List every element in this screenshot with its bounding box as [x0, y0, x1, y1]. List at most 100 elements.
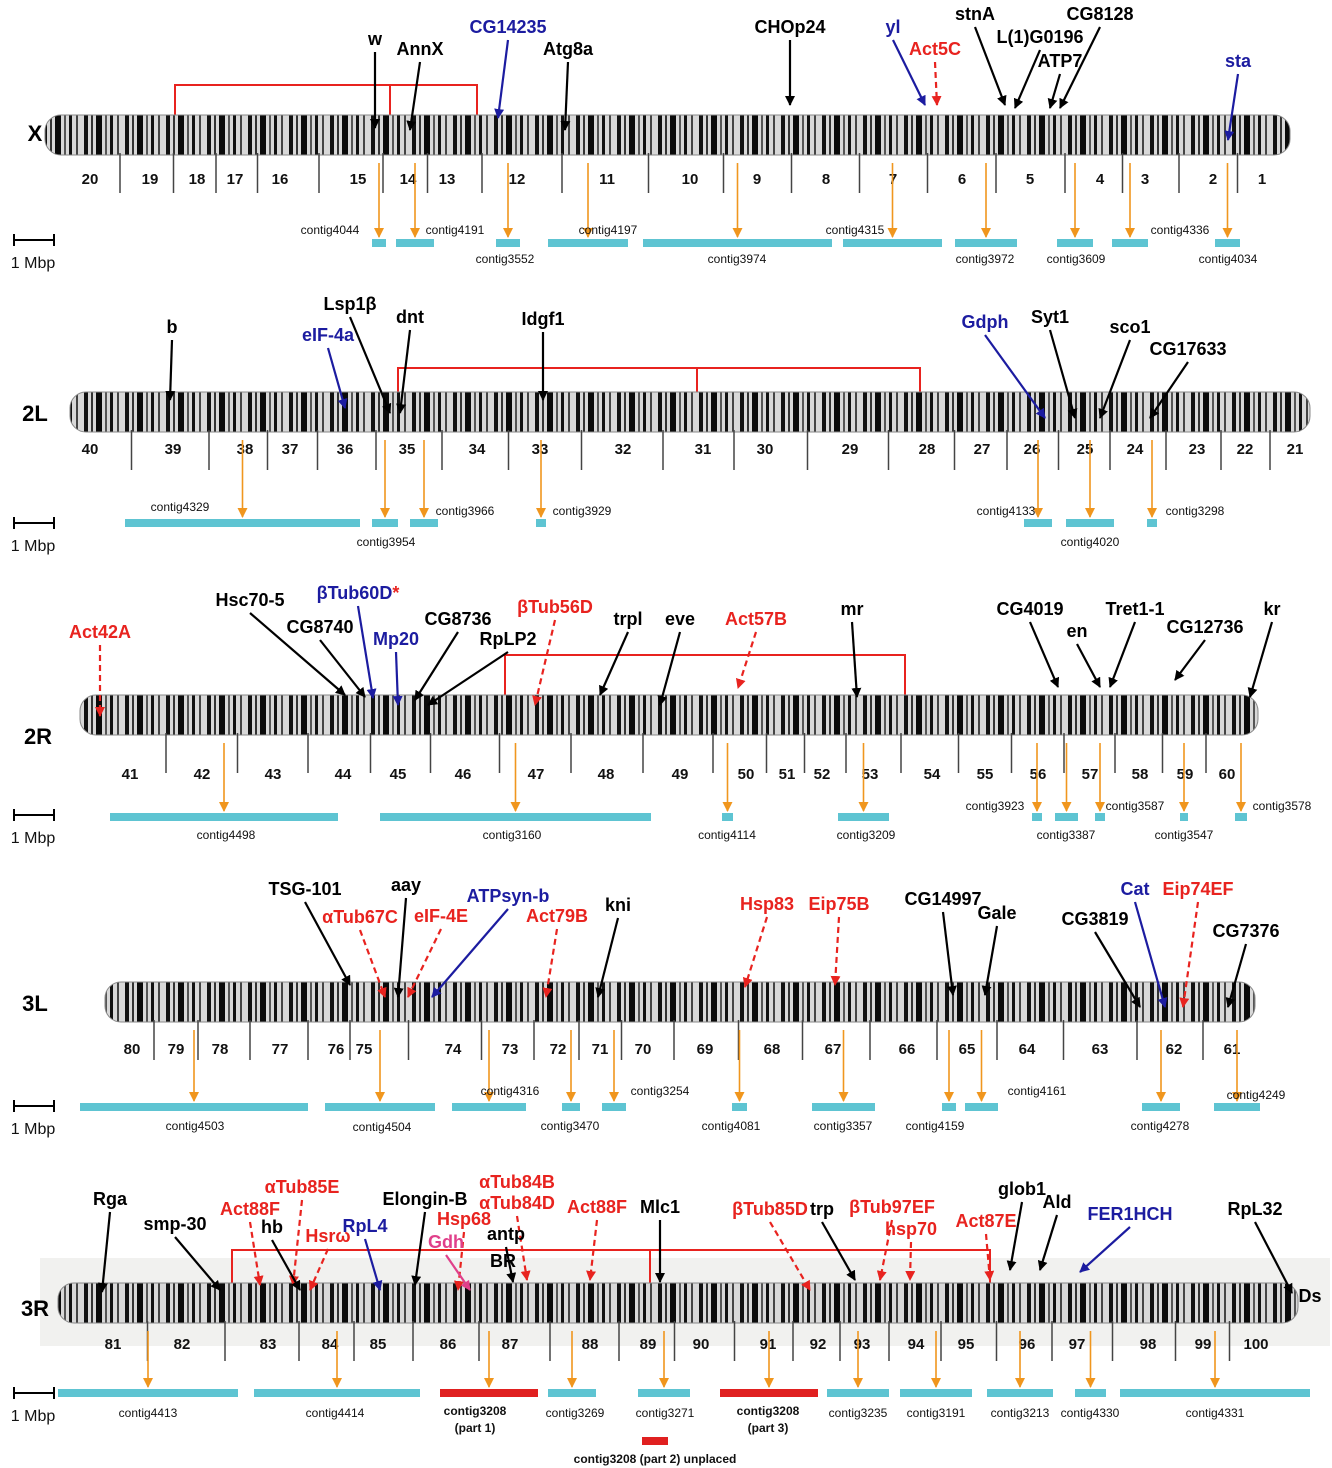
gene-arrow	[97, 1211, 112, 1293]
division-number: 89	[640, 1336, 657, 1353]
division-number: 49	[672, 766, 689, 783]
gene-label: smp-30	[143, 1214, 206, 1234]
gene-label: Tret1-1	[1105, 599, 1164, 619]
division-number: 27	[974, 441, 991, 458]
contig-label: contig3269	[546, 1406, 605, 1420]
gene-name: Lsp1β	[324, 294, 377, 314]
gene-label: Hsp68	[437, 1209, 491, 1229]
contig-bar	[58, 1389, 238, 1397]
gene-label: trp	[810, 1199, 834, 1219]
gene-name: RpL32	[1227, 1199, 1282, 1219]
gene-label: CG14997	[904, 889, 981, 909]
gene-arrow	[1133, 901, 1168, 1008]
gene-arrow	[821, 1221, 856, 1281]
gene-arrow	[1013, 49, 1042, 109]
gene-label: hb	[261, 1217, 283, 1237]
gene-label: AnnX	[397, 39, 444, 59]
division-number: 81	[105, 1336, 122, 1353]
chromosome	[57, 1282, 1299, 1324]
division-number: 61	[1224, 1041, 1241, 1058]
gene-name: Ald	[1043, 1192, 1072, 1212]
gene-label: Act87E	[955, 1211, 1016, 1231]
gene-name: stnA	[955, 4, 995, 24]
gene-arrow	[1048, 329, 1078, 419]
gene-label: Gdh	[428, 1232, 464, 1252]
gene-name: AnnX	[397, 39, 444, 59]
division-number: 98	[1140, 1336, 1157, 1353]
gene-name: eve	[665, 609, 695, 629]
gene-label: CG17633	[1149, 339, 1226, 359]
division-number: 12	[509, 171, 526, 188]
gene-name: Act42A	[69, 622, 131, 642]
contig-bar	[732, 1103, 747, 1111]
gene-label: sta	[1225, 51, 1252, 71]
gene-label: glob1	[998, 1179, 1046, 1199]
division-number: 16	[272, 171, 289, 188]
contig-bar	[1142, 1103, 1180, 1111]
gene-name: Mlc1	[640, 1197, 680, 1217]
gene-name: CG7376	[1212, 921, 1279, 941]
gene-name: smp-30	[143, 1214, 206, 1234]
division-number: 65	[959, 1041, 976, 1058]
contig-bar	[325, 1103, 435, 1111]
contig-label: contig3974	[708, 252, 767, 266]
gene-name: βTub85D	[732, 1199, 808, 1219]
contig-label: contig3929	[553, 504, 612, 518]
gene-label: βTub97EF	[849, 1197, 935, 1217]
gene-label: dnt	[396, 307, 424, 327]
contig-bar	[380, 813, 651, 821]
gene-label: Ds	[1298, 1286, 1321, 1306]
contig-label: contig4336	[1151, 223, 1210, 237]
contig-label: contig4498	[197, 828, 256, 842]
gene-arrow	[1224, 73, 1240, 141]
contig-label: contig4161	[1008, 1084, 1067, 1098]
gene-arrow	[515, 1215, 531, 1281]
gene-label: stnA	[955, 4, 995, 24]
gene-arrow	[1006, 1201, 1024, 1271]
contig-bar	[410, 519, 438, 527]
gene-label: Mlc1	[640, 1197, 680, 1217]
gene-arrow	[657, 631, 682, 706]
gene-label: αTub84D	[479, 1193, 555, 1213]
gene-label: CG8740	[286, 617, 353, 637]
contig-bar	[602, 1103, 626, 1111]
division-number: 63	[1092, 1041, 1109, 1058]
gene-label: CG8128	[1066, 4, 1133, 24]
contig-label: contig3254	[631, 1084, 690, 1098]
contig-label: contig4020	[1061, 535, 1120, 549]
gene-name: TSG-101	[268, 879, 341, 899]
gene-arrow	[165, 339, 176, 401]
contig-label: contig3587	[1106, 799, 1165, 813]
gene-name: Gdph	[962, 312, 1009, 332]
gene-name: Syt1	[1031, 307, 1069, 327]
division-number: 33	[532, 441, 549, 458]
division-number: 78	[212, 1041, 229, 1058]
gene-name: dnt	[396, 307, 424, 327]
scale-label: 1 Mbp	[11, 1408, 56, 1425]
contig-bar	[548, 1389, 596, 1397]
gene-name: sta	[1225, 51, 1252, 71]
gene-name: RpL4	[343, 1216, 388, 1236]
gene-label: Eip75B	[808, 894, 869, 914]
gene-arrow	[356, 605, 377, 699]
gene-arrow	[406, 61, 422, 131]
gene-arrow	[248, 1221, 264, 1286]
division-number: 9	[753, 171, 761, 188]
gene-label: Idgf1	[522, 309, 565, 329]
division-number: 44	[335, 766, 352, 783]
division-number: 14	[400, 171, 417, 188]
gene-name: CG17633	[1149, 339, 1226, 359]
division-number: 21	[1287, 441, 1304, 458]
division-number: 60	[1219, 766, 1236, 783]
contig-bar	[965, 1103, 998, 1111]
gene-label: βTub56D	[517, 597, 593, 617]
gene-label: βTub60D*	[317, 583, 400, 603]
contig-label: contig3208	[444, 1404, 507, 1418]
gene-label: aay	[391, 875, 421, 895]
contig-label: contig3235	[829, 1406, 888, 1420]
gene-name: BR	[490, 1251, 516, 1271]
contig-part: (part 3)	[748, 1421, 789, 1435]
gene-name: Gdh	[428, 1232, 464, 1252]
gene-label: Hsrω	[305, 1226, 350, 1246]
contig-label: contig4414	[306, 1406, 365, 1420]
